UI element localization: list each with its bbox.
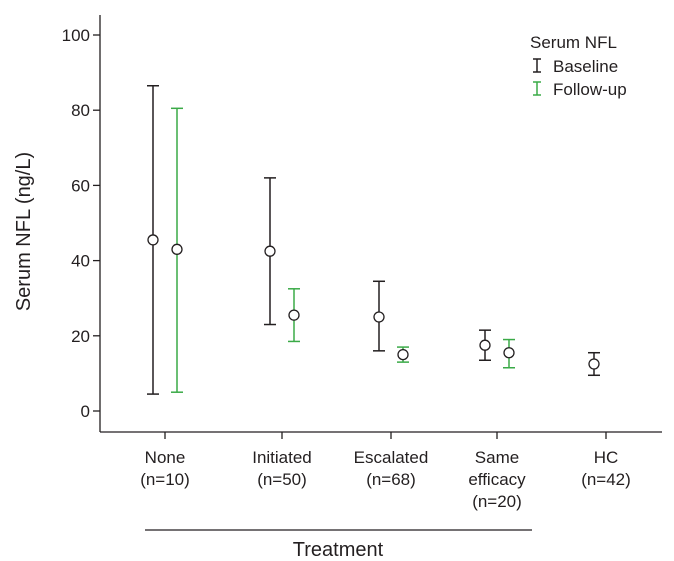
mean-marker — [397, 348, 409, 361]
x-group-label: (n=42) — [581, 470, 631, 489]
y-tick-label: 80 — [71, 101, 90, 120]
x-group-label: (n=10) — [140, 470, 190, 489]
mean-marker — [147, 234, 159, 246]
x-group-label: (n=68) — [366, 470, 416, 489]
legend-label: Baseline — [553, 57, 618, 76]
x-group-label: None — [145, 448, 186, 467]
y-tick-label: 40 — [71, 252, 90, 271]
y-axis-label: Serum NFL (ng/L) — [13, 152, 35, 311]
x-group-label: (n=50) — [257, 470, 307, 489]
x-group-label: Initiated — [252, 448, 312, 467]
mean-marker — [288, 309, 300, 321]
legend-label: Follow-up — [553, 80, 627, 99]
y-tick-label: 60 — [71, 176, 90, 195]
chart-marks — [147, 85, 600, 395]
axes: 0 20 40 60 80 100 None (n=10) Initiated (n=50) Esc… — [13, 15, 662, 561]
x-group-label: efficacy — [468, 470, 526, 489]
mean-marker — [171, 243, 183, 255]
x-group-label: Escalated — [354, 448, 429, 467]
mean-marker — [264, 245, 276, 257]
x-group-label: (n=20) — [472, 492, 522, 511]
mean-marker — [503, 347, 515, 359]
x-group-label: HC — [594, 448, 619, 467]
y-tick-label: 20 — [71, 327, 90, 346]
mean-marker — [479, 339, 491, 351]
x-axis-label: Treatment — [293, 539, 384, 561]
mean-marker — [588, 358, 600, 370]
y-tick-label: 0 — [81, 402, 90, 421]
y-tick-label: 100 — [62, 26, 90, 45]
mean-marker — [373, 311, 385, 323]
x-group-label: Same — [475, 448, 519, 467]
legend: Serum NFL Baseline Follow-up — [530, 33, 627, 99]
legend-title: Serum NFL — [530, 33, 617, 52]
